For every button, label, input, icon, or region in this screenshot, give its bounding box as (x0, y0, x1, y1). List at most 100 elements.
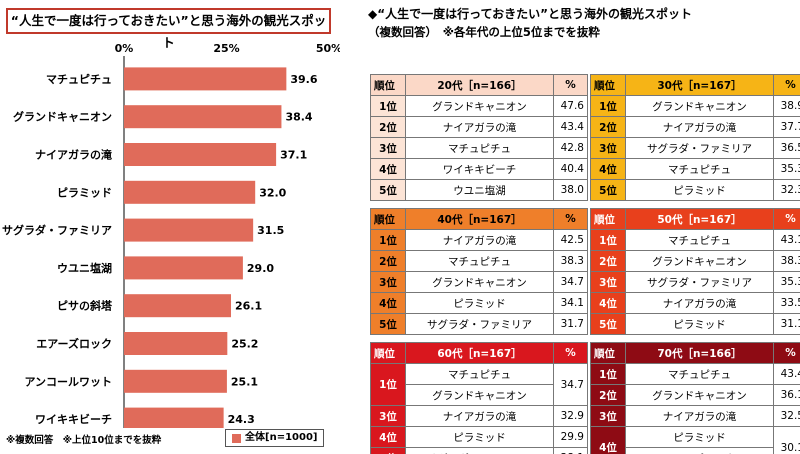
percent-cell: 32.3 (773, 179, 800, 201)
rank-cell: 1位 (590, 95, 626, 117)
data-label: 32.0 (259, 186, 286, 199)
percent-cell: 34.1 (553, 292, 588, 314)
age-group-header: 60代［n=167］ (405, 342, 554, 364)
percent-cell: 38.3 (773, 250, 800, 272)
percent-cell: 43.4 (773, 363, 800, 385)
spot-name-cell: グランドキャニオン (625, 250, 774, 272)
percent-header: % (773, 208, 800, 230)
data-label: 29.0 (247, 262, 274, 275)
rank-cell: 1位 (370, 363, 406, 406)
chart-footnote: ※複数回答 ※上位10位までを抜粋 (6, 435, 162, 446)
rank-cell: 2位 (590, 250, 626, 272)
rank-header: 順位 (590, 342, 626, 364)
ranking-table: 順位 60代［n=167］% 1位 マチュピチュ 34.7 グランドキャニオン 3位 ナイアガ… (370, 342, 588, 454)
legend-label: 全体[n=1000] (245, 432, 318, 443)
table-row: 2位 ナイアガラの滝 43.4 (370, 116, 588, 138)
rank-cell: 2位 (370, 116, 406, 138)
table-row: 3位 マチュピチュ 42.8 (370, 137, 588, 159)
ranking-table: 順位 20代［n=166］% 1位 グランドキャニオン 47.6 2位 ナイアガラの滝 43.… (370, 74, 588, 201)
spot-name-cell: ナイアガラの滝 (405, 116, 554, 138)
spot-name-cell: ピラミッド (625, 179, 774, 201)
ranking-table: 順位70代［n=166］%1位マチュピチュ43.42位グランドキャニオン36.1… (590, 342, 800, 454)
category-label: ワイキキビーチ (35, 412, 112, 426)
rank-cell: 1位 (590, 363, 626, 385)
category-label: アンコールワット (24, 375, 112, 388)
age-group-header: 30代［n=167］ (625, 74, 774, 96)
percent-header: % (553, 208, 588, 230)
table-row: エアーズロック (591, 447, 800, 454)
percent-header: % (773, 74, 800, 96)
bar (124, 294, 232, 318)
spot-name-cell: ピラミッド (625, 313, 774, 335)
table-row: 4位 ピラミッド 29.9 (370, 426, 588, 448)
spot-name-cell: ピラミッド (405, 292, 554, 314)
rank-cell: 4位 (370, 292, 406, 314)
x-tick-label: 25% (213, 42, 239, 55)
data-label: 25.2 (231, 338, 258, 351)
ranking-table: 順位 40代［n=167］% 1位 ナイアガラの滝 42.5 2位 マチュピチュ 38.3 3位… (370, 208, 588, 335)
data-label: 31.5 (257, 224, 284, 237)
percent-cell: 38.0 (553, 179, 588, 201)
legend-swatch (232, 433, 241, 443)
data-label: 39.6 (290, 73, 317, 86)
rank-cell: 5位 (370, 313, 406, 335)
rank-cell: 5位 (370, 179, 406, 201)
rank-cell: 3位 (370, 405, 406, 427)
percent-cell: 35.3 (773, 158, 800, 180)
percent-cell: 32.9 (553, 405, 588, 427)
spot-name-cell: ナイアガラの滝 (405, 229, 554, 251)
age-group-header: 70代［n=166］ (625, 342, 774, 364)
category-label: エアーズロック (36, 337, 112, 351)
category-label: マチュピチュ (46, 73, 112, 86)
percent-cell: 43.1 (773, 229, 800, 251)
data-label: 24.3 (228, 413, 255, 426)
table-row: 3位 グランドキャニオン 34.7 (370, 271, 588, 293)
bar (124, 407, 224, 428)
rank-cell: 3位 (590, 405, 626, 427)
bar (124, 180, 256, 204)
percent-header: % (773, 342, 800, 364)
rank-header: 順位 (590, 74, 626, 96)
bar (124, 105, 282, 129)
percent-cell: 31.7 (553, 313, 588, 335)
spot-name-cell: グランドキャニオン (405, 384, 554, 406)
spot-name-cell: グランドキャニオン (405, 95, 554, 117)
percent-cell: 34.7 (553, 271, 588, 293)
spot-name-cell: マチュピチュ (625, 229, 774, 251)
rank-cell: 3位 (590, 271, 626, 293)
spot-name-cell: ピラミッド (625, 426, 774, 448)
rank-cell: 4位 (590, 426, 626, 454)
bar-chart: 0% 25% 50% マチュピチュ 39.6 グランドキャニオン 38.4 ナイアガラの滝 37… (2, 42, 340, 428)
rank-cell: 5位 (370, 447, 406, 454)
percent-cell: 38.9 (773, 95, 800, 117)
percent-cell: 36.5 (773, 137, 800, 159)
percent-cell: 38.3 (553, 250, 588, 272)
bar (124, 256, 243, 280)
percent-cell: 28.1 (553, 447, 588, 454)
spot-name-cell: ナイアガラの滝 (405, 405, 554, 427)
data-label: 38.4 (285, 111, 312, 124)
x-tick-label: 50% (316, 42, 340, 55)
table-row: 1位 マチュピチュ 34.7 (370, 363, 588, 406)
spot-name-cell: サグラダ・ファミリア (405, 313, 554, 335)
spot-name-cell: ナイアガラの滝 (625, 116, 774, 138)
percent-cell: 33.5 (773, 292, 800, 314)
percent-header: % (553, 74, 588, 96)
rank-cell: 3位 (370, 137, 406, 159)
category-label: ピラミッド (57, 186, 112, 199)
bar (124, 143, 277, 166)
spot-name-cell: マチュピチュ (625, 363, 774, 385)
rank-cell: 3位 (370, 271, 406, 293)
x-tick-label: 0% (115, 42, 134, 55)
table-row: 5位 サグラダ・ファミリア 31.7 (370, 313, 588, 335)
